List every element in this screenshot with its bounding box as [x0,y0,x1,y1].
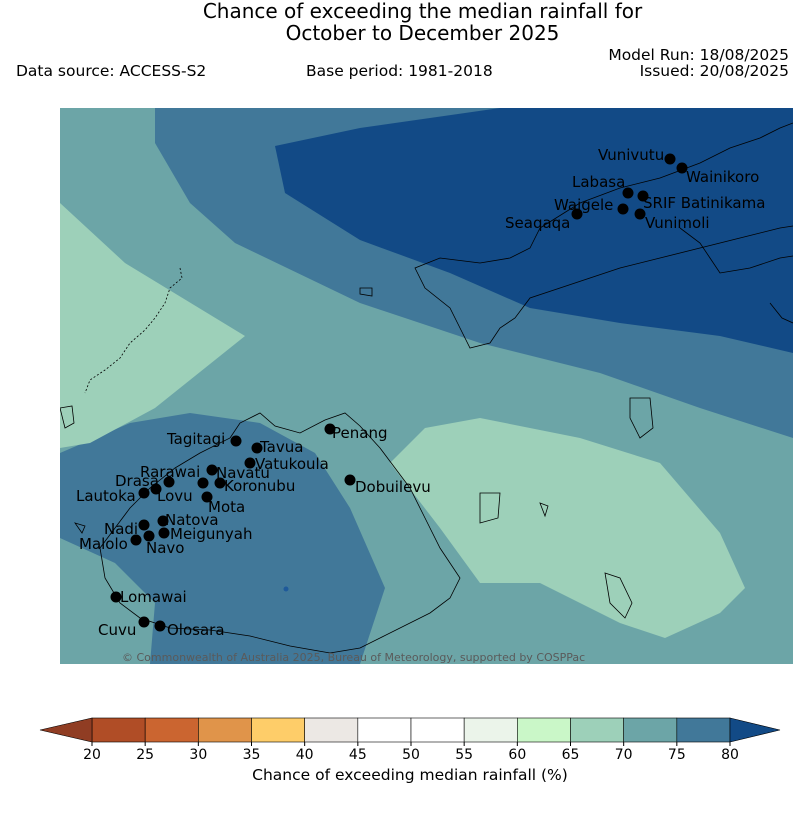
probability-band-above-80 [275,108,793,353]
probability-band-65-70-east [390,418,745,638]
colorbar-ticks: 20 25 30 35 40 45 50 55 60 65 70 75 80 [83,742,739,763]
place-label: Labasa [572,173,625,191]
colorbar-segment [570,717,624,743]
map-svg: Vunivutu Wainikoro Labasa Waigele SRIF B… [60,108,793,664]
place-label: Rarawai [140,463,200,481]
place-labels: Vunivutu Wainikoro Labasa Waigele SRIF B… [76,146,765,639]
place-label: Cuvu [98,621,136,639]
colorbar-tick-label: 45 [349,747,367,763]
place-label: Nadi [104,520,138,538]
colorbar-tick-label: 35 [243,747,261,763]
colorbar-segment [676,717,731,743]
colorbar-segments [91,717,731,743]
colorbar-tick-label: 40 [296,747,314,763]
map-panel: Vunivutu Wainikoro Labasa Waigele SRIF B… [60,108,793,664]
place-label: Dobuilevu [355,478,431,496]
coastlines [60,122,793,654]
colorbar: 20 25 30 35 40 45 50 55 60 65 70 75 80 [39,717,781,763]
place-label: Navatu [216,464,270,482]
place-label: Natova [165,511,219,529]
place-label: Navo [146,539,184,557]
colorbar-tick-label: 50 [402,747,420,763]
place-label: Tavua [259,438,303,456]
place-label: Seaqaqa [505,214,570,232]
place-label: Waigele [554,196,613,214]
place-label: Lovu [157,487,193,505]
place-label: Wainikoro [686,168,759,186]
place-label: Penang [332,424,387,442]
colorbar-tick-label: 25 [136,747,154,763]
place-label: Vunivutu [598,146,664,164]
colorbar-segment [357,717,412,743]
station-markers [110,153,688,632]
issued-label: Issued: 20/08/2025 [639,62,789,80]
place-label: Lautoka [76,487,136,505]
colorbar-tick-label: 30 [189,747,207,763]
place-label: Drasa [115,472,159,490]
place-label: Tagitagi [166,430,225,448]
colorbar-segment [144,717,199,743]
colorbar-tick-label: 80 [721,747,739,763]
data-source-label: Data source: ACCESS-S2 [16,62,207,80]
colorbar-tick-label: 55 [455,747,473,763]
colorbar-segment [198,717,252,743]
place-label: Vatukoula [255,455,329,473]
probability-band-75-80-south [60,413,385,664]
model-run-label: Model Run: 18/08/2025 [608,46,789,64]
colorbar-tick-label: 75 [668,747,686,763]
place-label: Koronubu [224,477,295,495]
probability-band-65-70-west [60,203,245,448]
colorbar-segment [251,717,305,743]
colorbar-segment [91,717,146,743]
colorbar-under-arrow [39,717,93,743]
chart-title-line-2: October to December 2025 [285,21,560,45]
colorbar-tick-label: 70 [615,747,633,763]
place-label: Meigunyah [170,525,252,543]
colorbar-segment [410,717,465,743]
place-label: Malolo [79,535,128,553]
place-label: Olosara [167,621,225,639]
copyright-notice: © Commonwealth of Australia 2025, Bureau… [122,651,585,664]
colorbar-tick-label: 20 [83,747,101,763]
colorbar-segment [463,717,518,743]
colorbar-tick-label: 65 [562,747,580,763]
base-period-label: Base period: 1981-2018 [306,62,493,80]
place-label: SRIF Batinikama [643,194,765,212]
place-label: Mota [208,498,245,516]
colorbar-segment [517,717,571,743]
colorbar-segment [304,717,359,743]
colorbar-title: Chance of exceeding median rainfall (%) [252,766,568,784]
colorbar-tick-label: 60 [508,747,526,763]
place-label: Lomawai [120,588,187,606]
colorbar-segment [623,717,678,743]
place-label: Vunimoli [645,214,710,232]
colorbar-over-arrow [729,717,781,743]
chart-title-line-1: Chance of exceeding the median rainfall … [202,0,643,23]
